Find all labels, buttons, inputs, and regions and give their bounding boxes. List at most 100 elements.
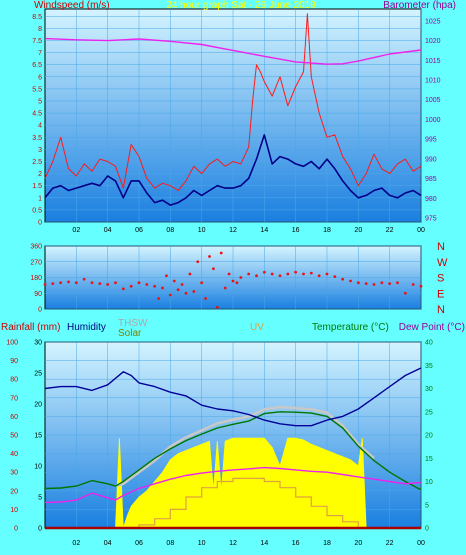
rain-y-tick-label: 50	[10, 433, 18, 440]
wind-direction-point	[184, 291, 188, 295]
wind-direction-point	[341, 277, 345, 281]
wind-direction-point	[255, 274, 258, 278]
wind-direction-point	[137, 281, 141, 285]
wind-direction-point	[192, 290, 196, 293]
wind-y-tick-label: 7	[38, 50, 42, 57]
wind-direction-point	[380, 281, 384, 285]
top-grid	[45, 9, 422, 223]
humidity-y-tick-label: 30	[34, 340, 42, 347]
rain-y-tick-label: 100	[6, 340, 18, 347]
mid-series	[43, 251, 423, 309]
top-x-tick-label: 02	[72, 227, 80, 234]
wind-direction-point	[145, 283, 149, 286]
wind-direction-point	[388, 282, 392, 286]
dir-y-tick-label: 270	[30, 259, 42, 266]
temp-y-tick-label: 30	[425, 386, 433, 393]
rainfall-axis-label: Rainfall (mm)	[1, 322, 60, 333]
wind-direction-point	[223, 286, 227, 290]
baro-y-tick-label: 975	[425, 216, 437, 223]
wind-direction-point	[419, 284, 423, 288]
compass-label: N	[437, 304, 445, 316]
rain-y-tick-label: 10	[10, 507, 18, 514]
humidity-y-tick-label: 5	[38, 495, 42, 502]
wind-direction-point	[364, 282, 368, 286]
wind-direction-point	[168, 293, 172, 297]
baro-y-tick-label: 1015	[425, 58, 441, 65]
top-x-tick-label: 00	[417, 227, 425, 234]
wind-y-tick-label: 8	[38, 26, 42, 33]
wind-direction-point	[294, 270, 298, 274]
thsw-line	[115, 405, 375, 488]
temp-y-tick-label: 25	[425, 409, 433, 416]
dir-y-tick-label: 0	[38, 307, 42, 314]
wind-direction-point	[188, 272, 192, 276]
top-x-tick-label: 22	[386, 227, 394, 234]
bottom-x-tick-label: 12	[229, 540, 237, 547]
wind-direction-point	[317, 274, 321, 278]
thsw-label: THSW	[118, 318, 148, 329]
wind-direction-point	[200, 281, 204, 285]
wind-direction-point	[204, 297, 207, 300]
uv-label: UV	[250, 322, 264, 333]
wind-direction-point	[239, 276, 243, 279]
temp-y-tick-label: 10	[425, 479, 433, 486]
chart-title: 24 hour graph Sat - 29 June 2019	[166, 0, 316, 11]
wind-y-tick-label: 2.5	[32, 159, 42, 166]
windspeed-axis-label: Windspeed (m/s)	[34, 0, 110, 11]
rain-humidity-temp-panel: 0102030405060708090100051015202530051015…	[1, 318, 465, 547]
wind-direction-point	[74, 281, 78, 285]
top-x-tick-label: 12	[229, 227, 237, 234]
baro-y-tick-label: 1020	[425, 38, 441, 45]
wind-direction-point	[153, 284, 157, 288]
wind-direction-point	[90, 281, 94, 285]
wind-direction-point	[411, 283, 415, 286]
windspeed-barometer-panel: 0 0.5 1 1.5 2 2.5 3 3.5 4 4.5 5 5.5 6 6.5 7 7.5 8 8.5 975 9…	[32, 0, 456, 234]
wind-y-tick-label: 5	[38, 98, 42, 105]
humidity-y-tick-label: 25	[34, 371, 42, 378]
wind-direction-point	[278, 274, 282, 278]
compass-label: W	[437, 257, 448, 269]
humidity-y-tick-label: 10	[34, 464, 42, 471]
wind-direction-point	[196, 260, 200, 264]
wind-direction-point	[98, 282, 102, 286]
rain-y-tick-label: 40	[10, 451, 18, 458]
wind-direction-point	[302, 272, 305, 276]
wind-direction-point	[51, 282, 55, 286]
wind-direction-point	[231, 279, 235, 283]
wind-y-tick-label: 3	[38, 147, 42, 154]
wind-direction-point	[161, 286, 164, 290]
bottom-x-tick-label: 14	[260, 540, 268, 547]
wind-direction-point	[333, 275, 337, 279]
dew-point-axis-label: Dew Point (°C)	[399, 322, 465, 333]
top-x-tick-label: 06	[135, 227, 143, 234]
rain-y-tick-label: 90	[10, 358, 18, 365]
wind-direction-point	[172, 279, 176, 283]
wind-direction-point	[270, 272, 274, 276]
wind-direction-point	[208, 255, 211, 258]
humidity-y-tick-label: 15	[34, 433, 42, 440]
wind-direction-point	[235, 281, 239, 285]
top-x-tick-label: 04	[104, 227, 112, 234]
humidity-line	[44, 367, 422, 427]
bottom-x-tick-label: 06	[135, 540, 143, 547]
bottom-x-tick-label: 18	[323, 540, 331, 547]
top-tick-labels: 0 0.5 1 1.5 2 2.5 3 3.5 4 4.5 5 5.5 6 6.5 7 7.5 8 8.5 975 9…	[32, 14, 440, 234]
bottom-series	[44, 367, 422, 530]
temp-y-tick-label: 15	[425, 456, 433, 463]
wind-direction-point	[309, 271, 313, 275]
humidity-axis-label: Humidity	[67, 322, 106, 333]
wind-direction-point	[129, 284, 133, 288]
barometer-line	[44, 37, 422, 65]
wind-direction-point	[180, 283, 184, 286]
mid-grid	[45, 245, 422, 310]
rain-y-tick-label: 70	[10, 395, 18, 402]
baro-y-tick-label: 995	[425, 137, 437, 144]
rain-y-tick-label: 30	[10, 470, 18, 477]
barometer-axis-label: Barometer (hpa)	[383, 0, 456, 11]
top-x-tick-label: 14	[260, 227, 268, 234]
bottom-x-tick-label: 02	[72, 540, 80, 547]
wind-direction-point	[262, 270, 266, 274]
wind-y-tick-label: 6	[38, 74, 42, 81]
bottom-x-tick-label: 00	[417, 540, 425, 547]
wind-direction-point	[43, 283, 47, 286]
